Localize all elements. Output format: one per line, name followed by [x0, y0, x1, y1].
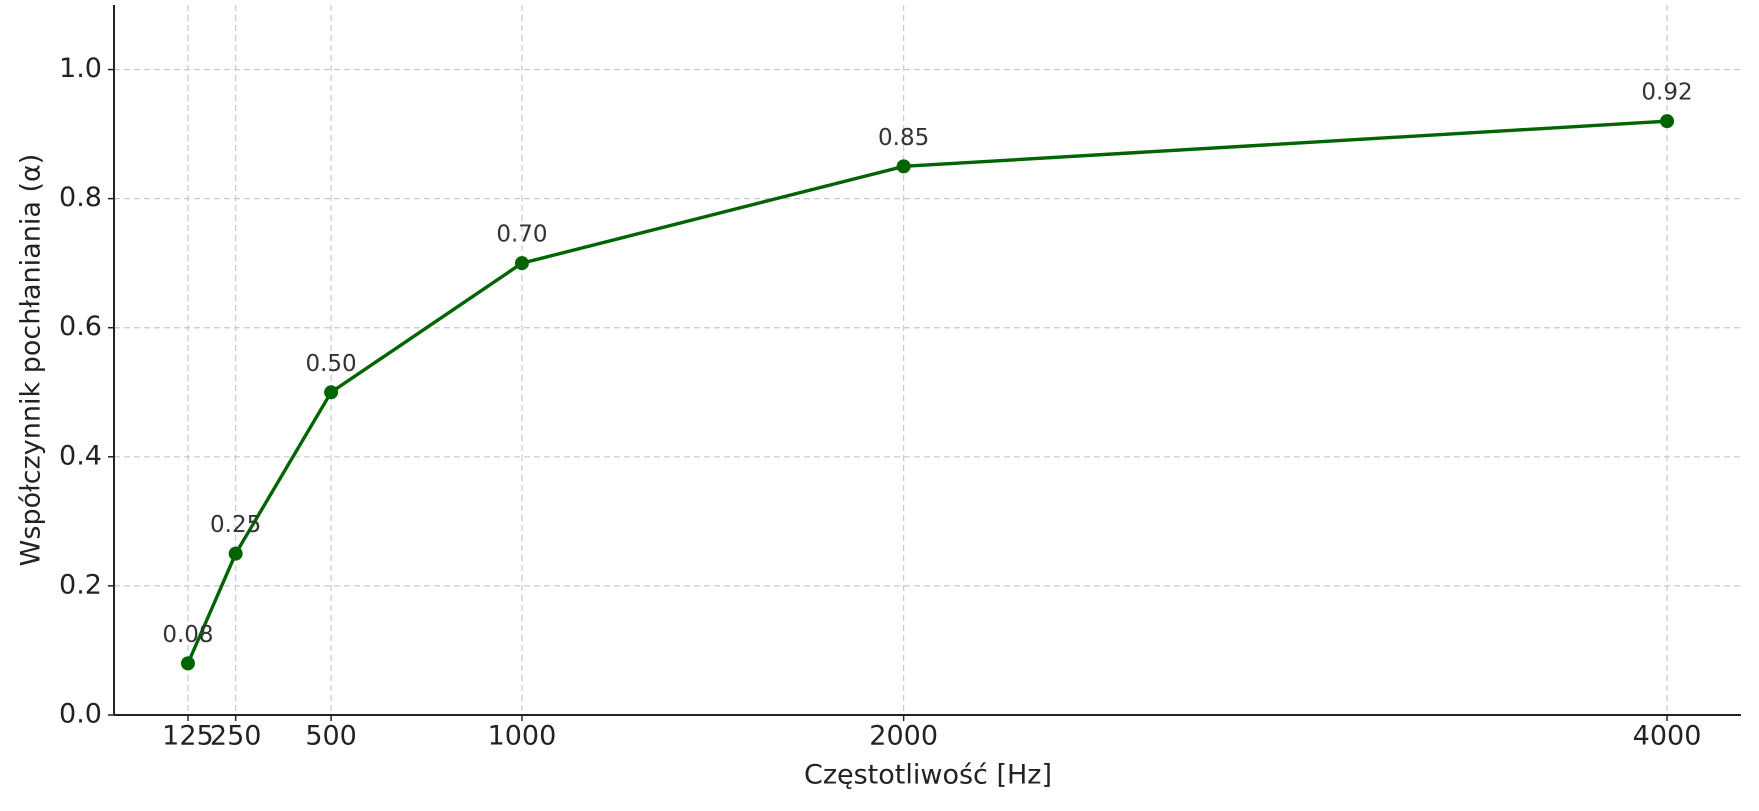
x-tick-label: 2000 [869, 721, 938, 752]
x-tick-label: 4000 [1633, 721, 1702, 752]
data-point [1660, 114, 1675, 129]
data-point [324, 385, 339, 400]
value-label: 0.70 [496, 222, 547, 248]
data-point [180, 656, 195, 671]
value-label: 0.08 [162, 622, 213, 648]
x-tick-label: 125 [162, 721, 214, 752]
x-axis-label: Częstotliwość [Hz] [804, 760, 1052, 791]
value-label: 0.92 [1641, 80, 1692, 106]
data-point [514, 256, 529, 271]
data-point [896, 159, 911, 174]
x-tick-label: 1000 [488, 721, 557, 752]
y-tick-label: 0.8 [59, 182, 102, 213]
y-tick-label: 0.6 [59, 311, 102, 342]
value-label: 0.85 [878, 125, 929, 151]
value-label: 0.25 [210, 512, 261, 538]
y-tick-label: 0.0 [59, 699, 102, 730]
value-label: 0.50 [305, 351, 356, 377]
y-tick-label: 1.0 [59, 53, 102, 84]
y-tick-label: 0.4 [59, 440, 102, 471]
x-tick-label: 250 [210, 721, 262, 752]
data-line [186, 119, 1668, 665]
x-tick-label: 500 [305, 721, 357, 752]
y-tick-label: 0.2 [59, 569, 102, 600]
y-axis-label: Współczynnik pochłaniania (α) [16, 154, 47, 567]
data-point [228, 546, 243, 561]
